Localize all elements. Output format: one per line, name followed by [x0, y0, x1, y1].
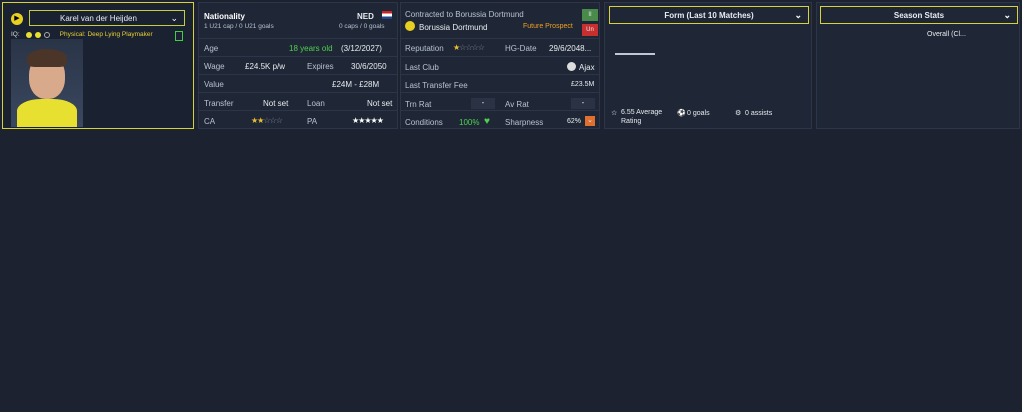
reputation-label: Reputation [405, 44, 444, 53]
trn-value: - [471, 98, 495, 109]
player-name: Karel van der Heijden [60, 13, 137, 23]
info-panel: Nationality NED 1 U21 cap / 0 U21 goals … [198, 2, 398, 129]
star-icon: ☆ [611, 110, 618, 117]
shortlist-icon[interactable] [175, 31, 183, 41]
loan-value: Not set [367, 99, 393, 108]
ball-icon: ⚽ [677, 110, 686, 117]
conditions-value: 100% [459, 118, 480, 127]
loan-label: Loan [307, 99, 325, 108]
flag-icon [382, 11, 392, 19]
status-badge: Future Prospect [523, 23, 573, 30]
season-panel: Season Stats ⌄ Overall (Cl... [816, 2, 1020, 129]
player-card: Karel van der Heijden ⌄ ▶ IQ: Physical: … [2, 2, 194, 129]
sharpness-value: 62% [567, 118, 582, 125]
age-label: Age [204, 44, 219, 53]
chevron-down-icon: ⌄ [794, 10, 802, 20]
form-line [615, 53, 655, 55]
transfer-label: Transfer [204, 99, 234, 108]
season-title-box[interactable]: Season Stats ⌄ [820, 6, 1018, 24]
sharpness-icon: ⌄ [585, 116, 595, 126]
last-club-value[interactable]: Ajax [579, 63, 595, 72]
wage-label: Wage [204, 62, 225, 71]
chevron-down-icon: ⌄ [170, 13, 178, 23]
wage-value: £24.5K p/w [245, 62, 286, 71]
role-line: Physical: Deep Lying Playmaker [59, 31, 153, 38]
contract-panel: Contracted to Borussia Dortmund Borussia… [400, 2, 600, 129]
avg-label: Rating [621, 118, 642, 125]
form-panel: Form (Last 10 Matches) ⌄ ☆ 6.55 Average … [604, 2, 812, 129]
player-name-box[interactable]: Karel van der Heijden ⌄ [29, 10, 185, 26]
conditions-label: Conditions [405, 118, 443, 127]
iq-row: IQ: Physical: Deep Lying Playmaker [11, 31, 153, 38]
caps-right: 0 caps / 0 goals [339, 23, 385, 30]
assists-text: 0 assists [745, 110, 773, 117]
iq-dot-icon [43, 31, 50, 38]
age-date: (3/12/2027) [341, 44, 382, 53]
age-value: 18 years old [289, 44, 333, 53]
value-label: Value [204, 80, 224, 89]
season-title: Season Stats [893, 10, 945, 20]
btn-ii[interactable]: II [582, 9, 598, 21]
club-link[interactable]: Borussia Dortmund [419, 23, 488, 32]
last-club-label: Last Club [405, 63, 439, 72]
reputation-stars: ★☆☆☆☆ [453, 43, 485, 52]
nationality-label: Nationality [204, 12, 245, 21]
iq-dot-icon [25, 31, 32, 38]
iq-dot-icon [34, 31, 41, 38]
av-value: - [571, 98, 595, 109]
pa-stars: ★★★★★ [352, 116, 384, 125]
form-title: Form (Last 10 Matches) [664, 10, 754, 20]
transfer-value: Not set [263, 99, 289, 108]
ca-stars: ★★☆☆☆ [251, 116, 283, 125]
hg-value: 29/6/2048... [549, 44, 592, 53]
chevron-down-icon: ⌄ [1003, 10, 1011, 20]
caps-text: 1 U21 cap / 0 U21 goals [204, 23, 274, 30]
ajax-badge-icon [567, 62, 576, 71]
form-chart [615, 29, 655, 99]
expires-label: Expires [307, 62, 334, 71]
trn-label: Trn Rat [405, 100, 432, 109]
value-value: £24M - £28M [332, 80, 380, 89]
contracted-label: Contracted to Borussia Dortmund [405, 10, 524, 19]
bvb-badge-icon [405, 21, 415, 31]
goals-text: 0 goals [687, 110, 710, 117]
player-face [11, 39, 83, 127]
form-title-box[interactable]: Form (Last 10 Matches) ⌄ [609, 6, 809, 24]
last-fee-value: £23.5M [571, 81, 595, 88]
av-label: Av Rat [505, 100, 529, 109]
hg-label: HG-Date [505, 44, 537, 53]
btn-un[interactable]: Un [582, 24, 598, 36]
pa-label: PA [307, 117, 318, 126]
expires-value: 30/6/2050 [351, 62, 387, 71]
iq-label: IQ: [11, 31, 20, 38]
season-col-0: Overall (Cl... [927, 31, 966, 38]
ca-label: CA [204, 117, 216, 126]
sharpness-label: Sharpness [505, 118, 544, 127]
heart-icon: ♥ [484, 116, 490, 127]
club-badge-icon: ▶ [11, 13, 23, 25]
assist-icon: ⚙ [735, 110, 742, 117]
avg-value: 6.55 Average [621, 109, 663, 116]
nationality-value: NED [357, 12, 374, 21]
last-fee-label: Last Transfer Fee [405, 81, 468, 90]
